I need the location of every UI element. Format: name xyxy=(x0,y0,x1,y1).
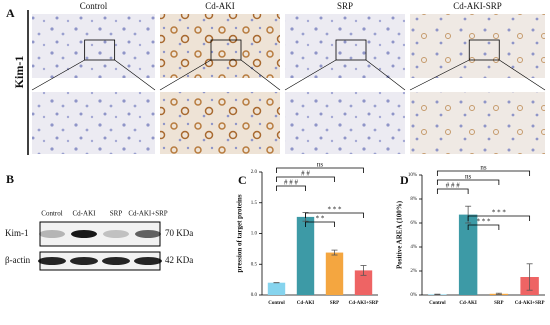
sig-label: * * xyxy=(316,215,325,223)
sig-bracket xyxy=(436,188,469,194)
sig-label: # # # xyxy=(446,182,461,190)
sig-label: * * * xyxy=(492,209,507,217)
micrograph-zoom xyxy=(160,92,280,154)
x-tick-label: Cd-AKI+SRP xyxy=(349,301,379,306)
lane-label: SRP xyxy=(110,210,123,218)
bar xyxy=(296,216,315,295)
x-tick-label: Control xyxy=(429,301,446,306)
blot-label: β-actin xyxy=(5,255,31,265)
blot-label: Kim-1 xyxy=(5,228,29,238)
micrograph xyxy=(285,14,405,78)
sig-bracket xyxy=(276,176,335,182)
blot-size: 70 KDa xyxy=(165,228,193,238)
micrograph xyxy=(410,14,545,78)
zoom-line xyxy=(365,59,406,91)
sig-bracket xyxy=(467,215,531,221)
y-tick-label: 0.0 xyxy=(251,293,258,298)
column-label: SRP xyxy=(337,1,353,11)
micrograph xyxy=(32,14,155,78)
sig-bracket xyxy=(436,179,500,185)
lane-label: Control xyxy=(41,210,62,218)
x-tick-label: Control xyxy=(268,301,285,306)
zoom-line xyxy=(114,59,156,91)
y-tick-label: 1.5 xyxy=(251,201,258,206)
zoom-line xyxy=(284,59,337,91)
lane-label: Cd-AKI xyxy=(73,210,97,218)
x-tick-label: Cd-AKI xyxy=(459,301,477,306)
lane-label: Cd-AKI+SRP xyxy=(128,210,167,218)
row-label: Kim-1 xyxy=(12,56,26,89)
bar xyxy=(267,282,286,295)
blot-band xyxy=(102,257,130,265)
blot-band xyxy=(103,230,129,238)
blot-band xyxy=(70,257,98,265)
blot-band xyxy=(135,230,161,238)
blot-size: 42 KDa xyxy=(165,255,193,265)
sig-label: ns xyxy=(465,173,472,181)
y-tick-label: 0.5 xyxy=(251,262,258,267)
zoom-box xyxy=(210,39,242,61)
sig-label: ns xyxy=(317,161,324,169)
blot-band xyxy=(38,257,66,265)
panel-label: D xyxy=(400,173,409,187)
zoom-line xyxy=(409,59,470,91)
y-tick-label: 2.0 xyxy=(251,170,258,175)
blot-band xyxy=(71,230,97,238)
y-axis-label: Positive AREA (100%) xyxy=(396,200,404,269)
y-tick-label: 10% xyxy=(408,173,417,178)
bar xyxy=(458,214,478,295)
y-tick-label: 4% xyxy=(410,245,417,250)
micrograph xyxy=(160,14,280,78)
micrograph-zoom xyxy=(285,92,405,154)
zoom-line xyxy=(499,59,546,91)
panel-label: C xyxy=(238,173,247,187)
sig-bracket xyxy=(276,185,306,191)
sig-bracket xyxy=(467,224,500,230)
y-tick-label: 1.0 xyxy=(251,232,258,237)
zoom-line xyxy=(240,59,281,91)
zoom-line xyxy=(159,59,212,91)
sig-bracket xyxy=(305,212,364,218)
micrograph-zoom xyxy=(410,92,545,154)
y-axis-label: pression of target proteins xyxy=(236,194,244,272)
panel-label: A xyxy=(6,6,15,20)
y-tick-label: 6% xyxy=(410,221,417,226)
blot-band xyxy=(39,230,65,238)
sig-label: * * * xyxy=(328,206,343,214)
sig-label: * * * xyxy=(477,218,492,226)
column-label: Cd-AKI-SRP xyxy=(453,1,502,11)
x-tick-label: SRP xyxy=(494,301,503,306)
sig-bracket xyxy=(305,221,335,227)
zoom-box xyxy=(335,39,367,61)
sig-label: # # # xyxy=(284,179,299,187)
y-tick-label: 0% xyxy=(410,293,417,298)
sig-label: # # xyxy=(301,170,310,178)
y-tick-label: 2% xyxy=(410,269,417,274)
bar xyxy=(325,252,344,295)
panel-label: B xyxy=(6,172,14,186)
zoom-box xyxy=(84,39,116,61)
bar xyxy=(354,270,373,295)
x-tick-label: SRP xyxy=(330,301,339,306)
y-tick-label: 8% xyxy=(410,197,417,202)
sig-label: ns xyxy=(480,164,487,172)
sig-bracket xyxy=(436,170,531,176)
x-tick-label: Cd-AKI+SRP xyxy=(515,301,545,306)
x-tick-label: Cd-AKI xyxy=(297,301,315,306)
sig-bracket xyxy=(276,167,364,173)
zoom-line xyxy=(31,59,85,91)
column-label: Control xyxy=(80,1,108,11)
blot-band xyxy=(134,257,162,265)
zoom-box xyxy=(468,39,500,61)
column-label: Cd-AKI xyxy=(205,1,235,11)
micrograph-zoom xyxy=(32,92,155,154)
